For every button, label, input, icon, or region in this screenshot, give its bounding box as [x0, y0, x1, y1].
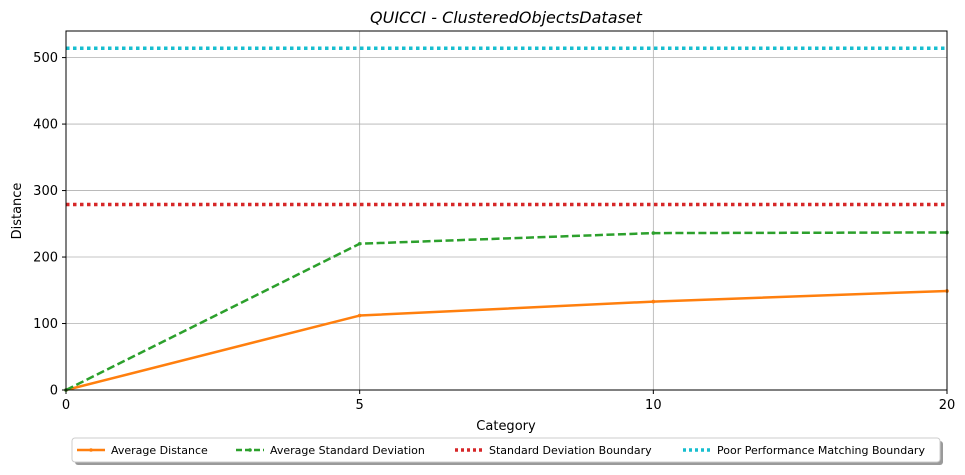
legend-label: Average Distance	[111, 444, 208, 457]
y-tick-label: 100	[33, 317, 58, 332]
legend-box	[71, 437, 941, 463]
x-tick-label: 10	[645, 398, 662, 413]
series-layer	[64, 46, 949, 392]
legend-label: Standard Deviation Boundary	[489, 444, 652, 457]
x-tick-label: 20	[939, 398, 956, 413]
y-tick-label: 400	[33, 118, 58, 133]
y-tick-label: 200	[33, 251, 58, 266]
legend-label: Average Standard Deviation	[270, 444, 425, 457]
legend-items: Average Distance Average Standard Deviati…	[77, 444, 925, 457]
x-tick-label: 0	[62, 398, 70, 413]
data-point	[357, 313, 362, 318]
ticks: 0 100 200 300 400 500 0 5 10 20	[33, 51, 955, 413]
legend: Average Distance Average Standard Deviati…	[71, 437, 943, 465]
y-axis-title: Distance	[10, 183, 25, 240]
y-tick-label: 0	[50, 384, 58, 399]
legend-marker	[248, 448, 252, 452]
chart-title: QUICCI - ClusteredObjectsDataset	[370, 8, 643, 27]
average-std-dev-line	[65, 231, 948, 392]
data-point	[357, 241, 362, 246]
data-point	[651, 231, 656, 235]
data-point	[651, 299, 656, 304]
legend-label: Poor Performance Matching Boundary	[717, 444, 925, 457]
grid	[65, 31, 948, 391]
x-tick-label: 5	[356, 398, 364, 413]
plot-frame	[65, 30, 948, 391]
y-tick-label: 300	[33, 184, 58, 199]
x-axis-title: Category	[476, 419, 536, 434]
y-tick-label: 500	[33, 51, 58, 66]
average-distance-line	[65, 289, 948, 392]
legend-marker	[89, 448, 93, 452]
